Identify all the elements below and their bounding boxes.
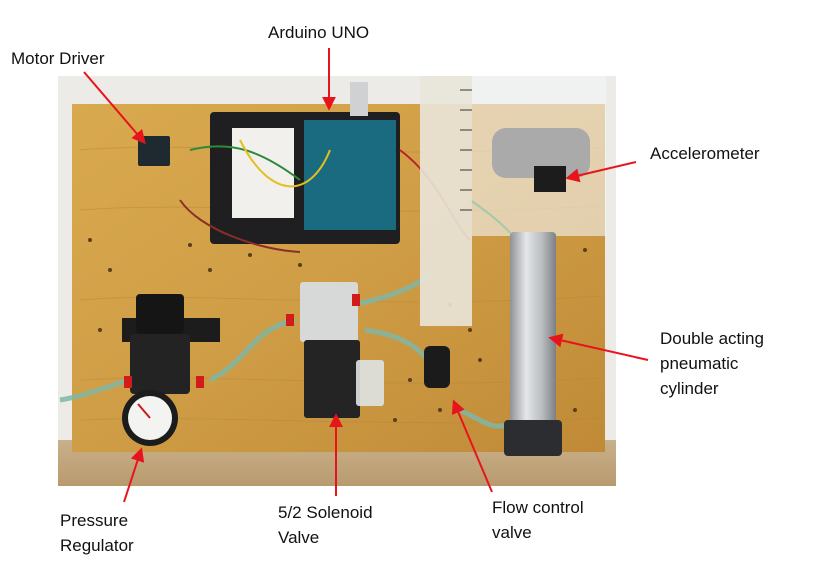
solenoid-connector	[356, 360, 384, 406]
flow-control-fitting	[424, 346, 450, 388]
photo	[58, 76, 616, 486]
cylinder-top-cap	[492, 128, 590, 178]
label-accelerometer: Accelerometer	[650, 144, 760, 163]
flow-meter	[420, 76, 472, 326]
label-solenoid-line1: 5/2 Solenoid	[278, 503, 373, 522]
label-cylinder-line1: Double acting	[660, 329, 764, 348]
label-flow-control-valve: Flow control valve	[492, 495, 584, 545]
flow-meter-ticks	[460, 89, 472, 211]
arrow-motor-driver	[83, 71, 146, 145]
label-pressure-regulator: Pressure Regulator	[60, 508, 134, 558]
arduino-board	[304, 120, 396, 230]
motor-driver-board	[138, 136, 170, 166]
callout-arrows	[83, 48, 649, 503]
regulator-body	[130, 334, 190, 394]
red-fittings	[124, 294, 360, 388]
regulator-knob	[136, 294, 184, 334]
solenoid-valve-body	[300, 282, 358, 342]
solenoid-coil	[304, 340, 360, 418]
accelerometer-board	[534, 166, 566, 192]
label-cylinder: Double acting pneumatic cylinder	[660, 326, 764, 401]
label-cylinder-line2: pneumatic	[660, 354, 739, 373]
pneumatic-cylinder-body	[510, 232, 556, 426]
label-motor-driver: Motor Driver	[11, 49, 105, 68]
board-holes	[88, 238, 587, 422]
arrow-flow-control	[451, 399, 493, 493]
label-flow-line2: valve	[492, 523, 532, 542]
arrow-accelerometer	[565, 161, 637, 183]
label-regulator-line1: Pressure	[60, 511, 129, 530]
cylinder-bottom-cap	[504, 420, 562, 456]
pressure-gauge-needle	[137, 403, 151, 419]
label-arduino-uno: Arduino UNO	[268, 23, 370, 42]
arrow-regulator	[123, 447, 145, 503]
label-regulator-line2: Regulator	[60, 536, 134, 555]
usb-connector	[350, 82, 368, 116]
label-solenoid-line2: Valve	[278, 528, 320, 547]
label-solenoid-valve: 5/2 Solenoid Valve	[278, 500, 373, 550]
label-cylinder-line3: cylinder	[660, 379, 719, 398]
label-flow-line1: Flow control	[492, 498, 584, 517]
arrow-cylinder	[548, 333, 649, 361]
